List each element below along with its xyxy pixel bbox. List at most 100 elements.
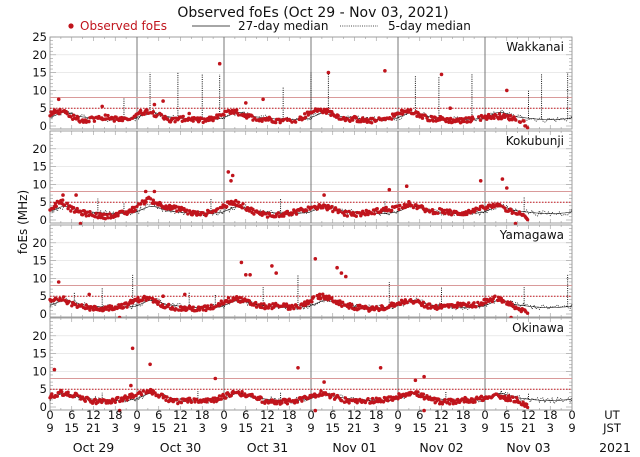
observed-point [434,303,438,308]
observed-point [431,119,435,123]
observed-point [100,400,104,405]
y-tick-label: 10 [32,83,47,97]
observed-outlier [248,273,252,277]
jst-tick-label: 21 [173,421,188,435]
observed-point [260,305,264,310]
y-tick-label: 15 [32,347,47,361]
observed-point [259,302,263,306]
observed-point [522,119,526,123]
observed-outlier [226,170,231,174]
jst-tick-label: 3 [547,421,554,435]
y-tick-label: 0 [40,400,47,414]
observed-point [54,204,58,209]
observed-point [53,201,58,206]
jst-tick-label: 15 [325,421,340,435]
observed-point [336,114,340,118]
observed-point [217,394,222,398]
jst-tick-label: 15 [499,421,514,435]
panels: 0 5 10 15 20 25 Wakkanai 0 5 10 15 20 Kokubunji 0 5 10 1… [32,30,573,414]
observed-outlier [78,221,83,226]
jst-tick-label: 3 [112,421,119,435]
chart-title: Observed foEs (Oct 29 - Nov 03, 2021) [177,5,448,21]
observed-point [102,398,107,402]
observed-point [338,209,342,214]
y-tick-label: 10 [32,364,47,378]
observed-point [98,398,102,402]
jst-tick-label: 21 [521,421,536,435]
observed-point [113,214,118,219]
observed-outlier [56,97,61,102]
observed-point [139,392,144,397]
observed-point [92,119,97,123]
observed-point [354,214,358,218]
observed-point [508,113,513,118]
legend: Observed foEs 27-day median 5-day median [68,19,471,33]
observed-point [486,206,490,210]
station-label: Yamagawa [499,228,564,242]
observed-point [514,118,518,122]
observed-point [298,306,302,310]
observed-point [389,395,393,399]
panel-wakkanai: 0 5 10 15 20 25 Wakkanai [32,30,573,133]
observed-point [226,296,231,300]
observed-point [186,212,190,216]
observed-point [406,204,410,208]
observed-point [103,217,108,221]
observed-outlier [335,265,339,270]
observed-point [75,393,79,397]
observed-point [395,204,399,208]
observed-point [354,116,358,120]
observed-point [447,212,451,216]
y-tick-label: 20 [32,236,47,250]
observed-point [310,300,314,304]
observed-outlier [87,292,91,297]
legend-observed-label: Observed foEs [80,19,167,33]
observed-point [303,115,308,120]
observed-point [211,118,215,123]
observed-point [293,120,298,124]
observed-point [159,113,164,117]
ut-tick-label: 6 [242,408,249,422]
observed-outlier [152,189,157,194]
jst-tick-label: 3 [199,421,206,435]
jst-tick-label: 9 [307,421,314,435]
observed-point [397,207,401,211]
jst-tick-label: 9 [133,421,140,435]
observed-point [205,212,209,216]
observed-outlier [74,193,78,197]
observed-outlier [161,99,165,103]
observed-point [69,115,73,119]
observed-point [266,306,271,310]
y-tick-label: 5 [40,289,47,303]
observed-point [290,120,294,124]
day-label: Nov 02 [419,440,463,455]
observed-point [294,212,299,216]
observed-point [91,308,96,312]
observed-point [376,399,380,404]
observed-outlier [448,106,453,110]
year-label: 2021 [599,440,631,455]
observed-point [386,398,390,403]
observed-outlier [317,292,322,297]
observed-point [148,296,152,300]
jst-tick-label: 3 [460,421,467,435]
observed-outlier [383,69,387,73]
observed-point [204,308,208,313]
observed-point [351,118,355,122]
legend-5day-label: 5-day median [388,19,471,33]
observed-point [409,391,414,395]
observed-point [132,205,136,210]
observed-point [370,305,375,309]
observed-point [506,394,511,398]
observed-point [213,116,217,120]
observed-point [350,303,354,307]
observed-point [282,117,286,122]
jst-tick-label: 15 [412,421,427,435]
observed-point [442,208,446,213]
observed-outlier [505,88,509,93]
observed-outlier [152,102,157,107]
observed-point [116,214,120,218]
observed-point [160,392,165,397]
observed-point [216,397,221,402]
observed-point [174,307,178,311]
